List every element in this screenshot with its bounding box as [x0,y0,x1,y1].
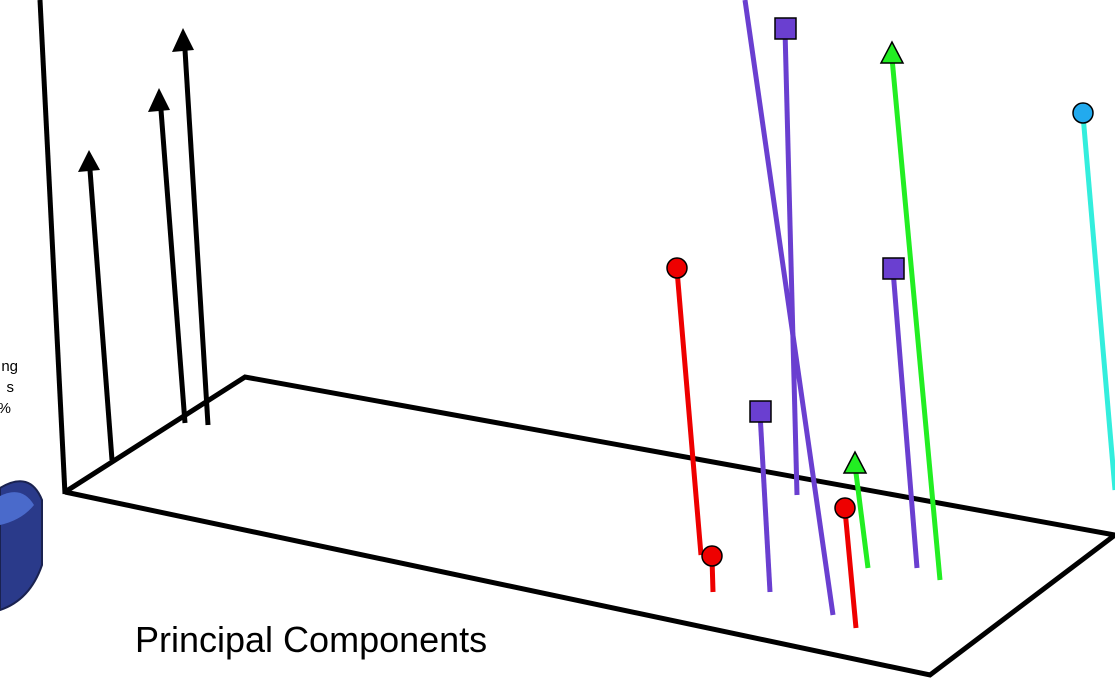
sphere-highlight [0,492,34,525]
side-text: ng [1,358,18,375]
axes [37,0,1115,678]
side-text: s [7,379,15,396]
arrows [78,28,211,461]
side-text: % [0,400,11,417]
markers [666,17,1094,567]
axis-label: Principal Components [135,619,487,660]
stems [674,0,1115,629]
